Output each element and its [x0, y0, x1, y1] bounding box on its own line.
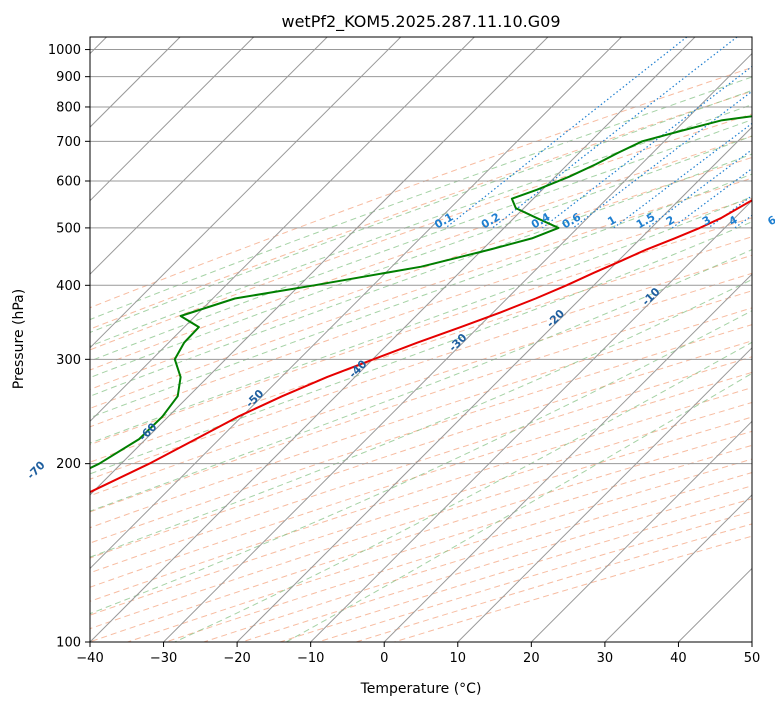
isotherm-line: [530, 420, 752, 642]
mixing-ratio-line: [572, 90, 752, 229]
profile-lines: [90, 115, 752, 494]
y-tick-label: 100: [56, 636, 81, 651]
dry-adiabat-line: [90, 254, 752, 480]
y-tick-label: 1000: [48, 43, 81, 58]
isotherm-line: [457, 347, 752, 642]
moist-adiabat-line: [90, 76, 752, 321]
y-tick-label: 400: [56, 279, 81, 294]
isotherm-line: [90, 37, 328, 275]
x-tick-label: 50: [744, 651, 761, 666]
y-tick-label: 300: [56, 353, 81, 368]
x-tick-label: 10: [450, 651, 467, 666]
dry-adiabat-line: [90, 307, 752, 529]
isotherm-line: [90, 37, 622, 570]
isotherm-line: [310, 199, 752, 642]
isotherm-line: [383, 273, 752, 642]
dry-adiabat-line: [90, 67, 752, 309]
moist-adiabat-line: [90, 196, 752, 444]
moist-adiabat-line: [90, 173, 752, 419]
y-tick-label: 600: [56, 174, 81, 189]
isotherm-line: [163, 52, 752, 642]
x-tick-label: 0: [380, 651, 388, 666]
plot-frame: [89, 36, 753, 643]
dry-adiabat-line: [90, 217, 752, 446]
isotherm-line: [604, 494, 752, 642]
x-tick-label: −40: [76, 651, 103, 666]
y-tick-label: 800: [56, 100, 81, 115]
temperature-line: [90, 199, 752, 494]
y-tick-label: 200: [56, 457, 81, 472]
dry-adiabat-line: [90, 177, 752, 409]
y-axis-title: Pressure (hPa): [11, 289, 27, 389]
x-axis-title: Temperature (°C): [360, 681, 482, 697]
dry-adiabat-line: [90, 272, 752, 497]
y-tick-label: 700: [56, 135, 81, 150]
x-tick-label: −30: [150, 651, 177, 666]
moist-adiabat-line: [90, 119, 752, 362]
moist-adiabat-line: [90, 310, 752, 615]
moist-adiabat-line: [90, 278, 752, 558]
dry-adiabat-line: [90, 356, 752, 574]
mixing-ratio-line: [542, 65, 752, 229]
mixing-ratio-line: [671, 167, 752, 229]
dry-adiabat-line: [90, 197, 752, 428]
isotherm-line: [90, 37, 696, 642]
chart-title: wetPf2_KOM5.2025.287.11.10.G09: [281, 12, 560, 32]
isotherm-line: [236, 126, 752, 642]
x-tick-label: −10: [297, 651, 324, 666]
dry-adiabat-line: [90, 156, 752, 391]
isotherm-line: [90, 37, 475, 423]
isotherm-line: [90, 37, 402, 349]
moist-adiabat-line: [90, 153, 752, 397]
dry-adiabat-line: [90, 387, 752, 602]
mixing-ratio-label: 6: [765, 213, 775, 228]
x-tick-label: 20: [523, 651, 540, 666]
x-tick-label: 40: [670, 651, 687, 666]
dewpoint-line: [90, 115, 752, 470]
moist-adiabat-line: [174, 341, 752, 642]
isotherm-line: [90, 37, 255, 202]
y-tick-label: 900: [56, 70, 81, 85]
axes: −40 −30 −20 −10 0 10 20 30 40 50 1000 900 800 700 600 5…: [48, 43, 760, 666]
moist-adiabat-line: [90, 89, 752, 333]
x-tick-label: 30: [597, 651, 614, 666]
isotherm-line: [90, 37, 549, 496]
y-tick-label: 500: [56, 221, 81, 236]
x-tick-label: −20: [223, 651, 250, 666]
